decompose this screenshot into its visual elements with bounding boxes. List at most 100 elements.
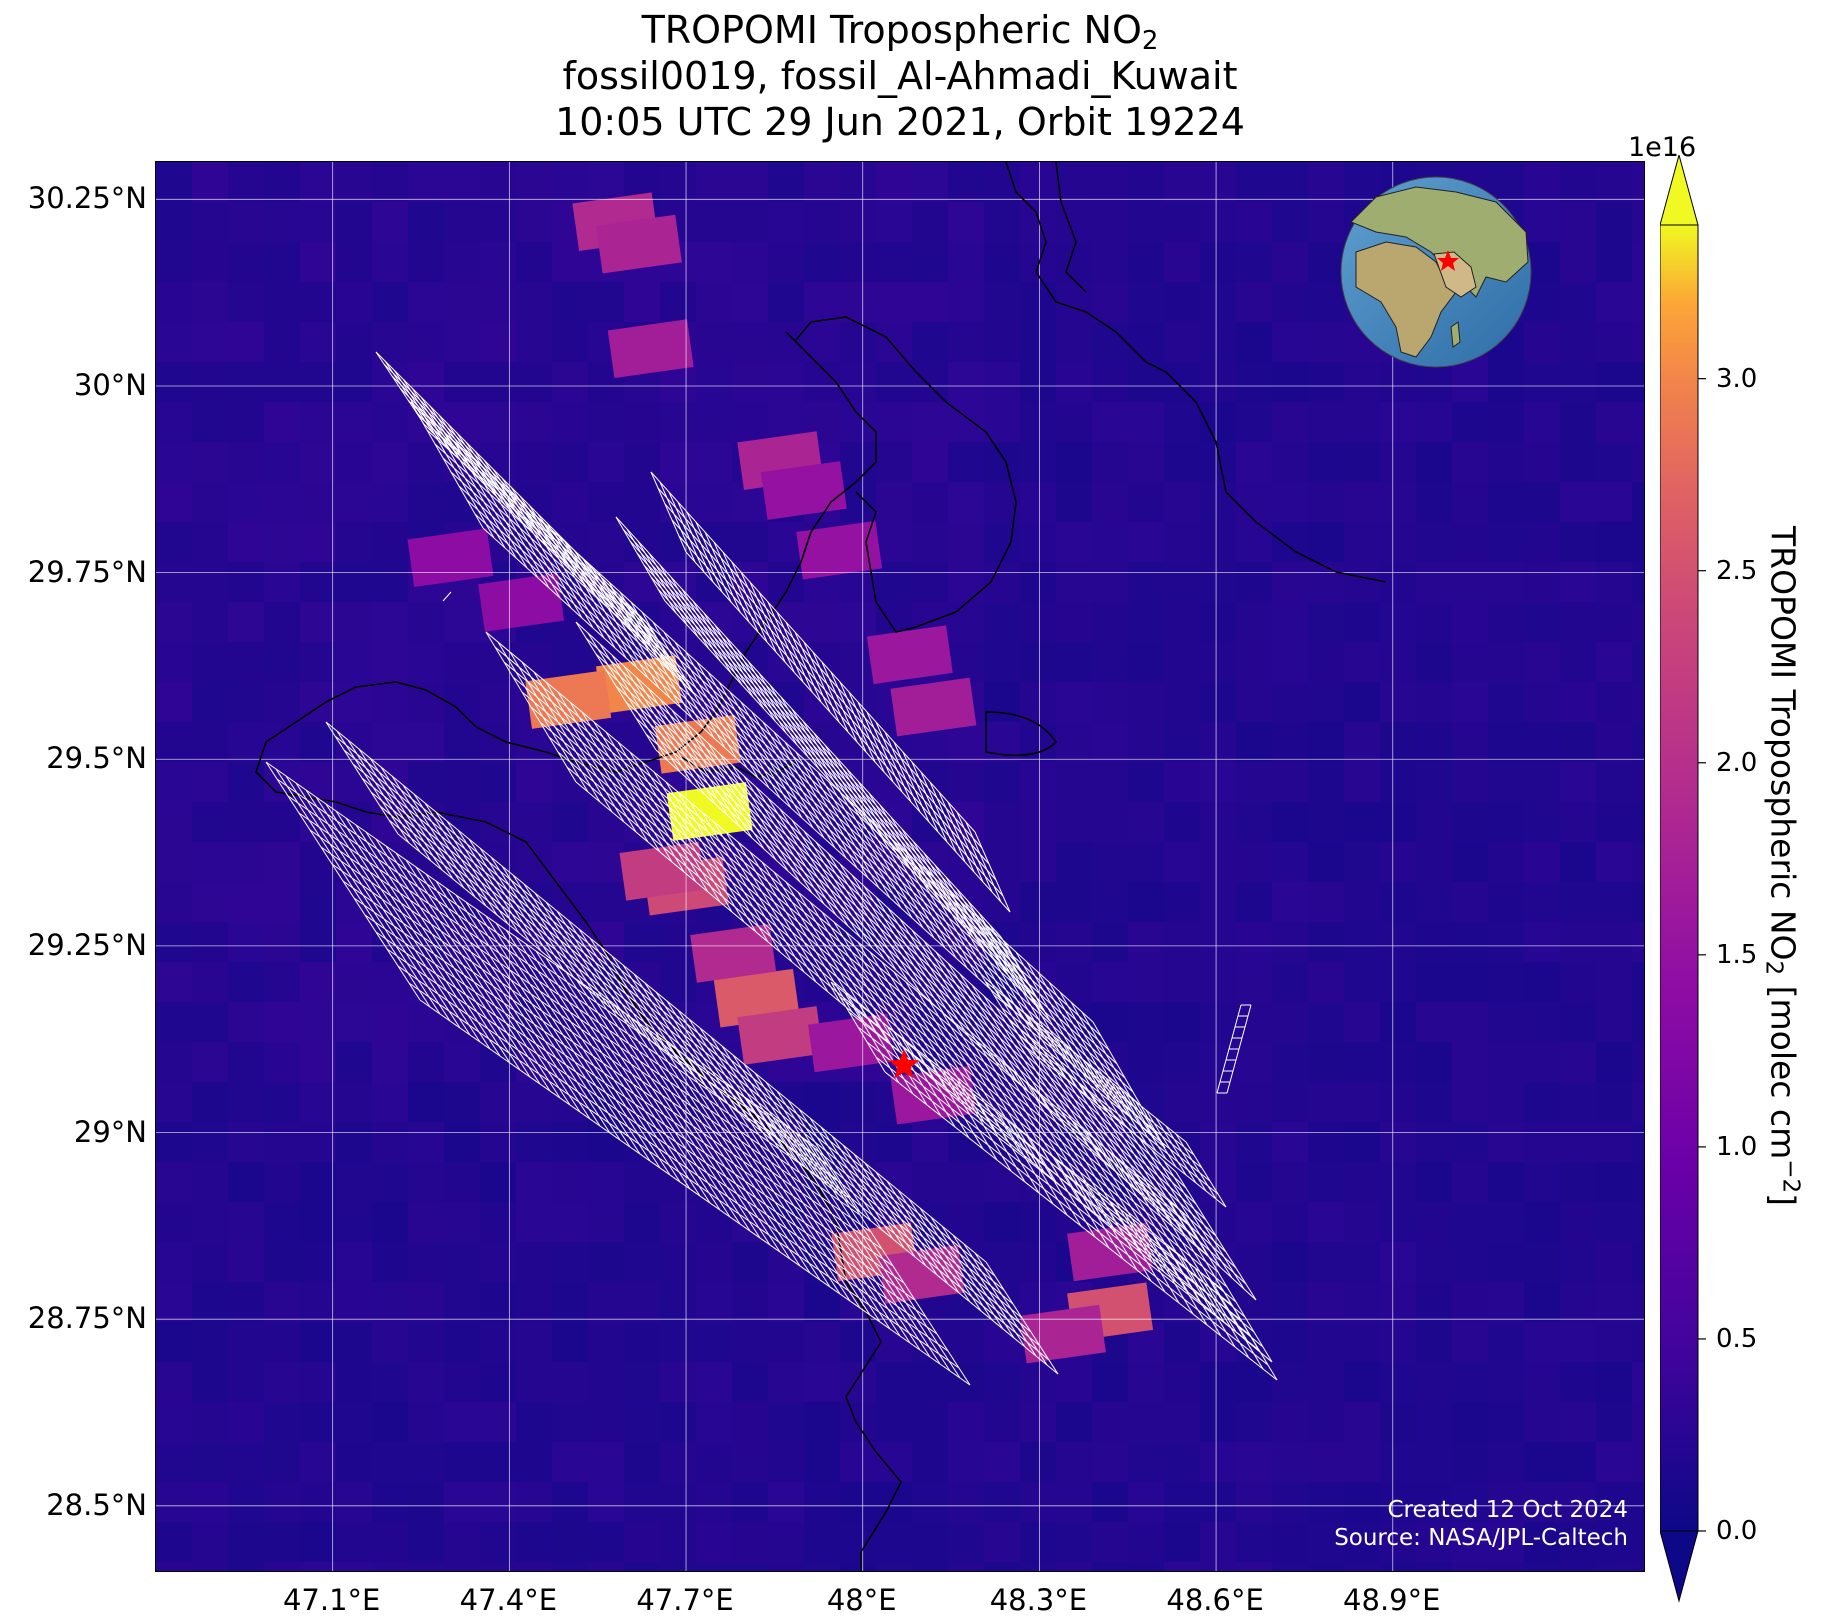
background-tile	[588, 442, 624, 482]
background-tile	[1524, 1162, 1560, 1202]
colorbar-tick-label: 1.5	[1716, 939, 1758, 970]
background-tile	[1344, 722, 1380, 762]
globe-star	[1437, 250, 1459, 271]
footprint-line	[839, 681, 876, 763]
background-tile	[300, 282, 336, 322]
background-tile	[552, 1242, 588, 1282]
background-tile	[192, 1362, 228, 1402]
background-tile	[264, 922, 300, 962]
background-tile	[732, 1562, 768, 1571]
background-tile	[1272, 402, 1308, 442]
plume-cell	[607, 319, 694, 378]
background-tile	[1308, 1202, 1344, 1242]
background-tile	[156, 882, 192, 922]
background-tile	[1632, 1002, 1644, 1042]
background-tile	[1560, 362, 1596, 402]
plume-cell	[890, 677, 977, 737]
background-tile	[948, 442, 984, 482]
background-tile	[1200, 1042, 1236, 1082]
background-tile	[408, 1362, 444, 1402]
background-tile	[660, 602, 696, 642]
background-tile	[624, 402, 660, 442]
background-tile	[1056, 1562, 1092, 1571]
background-tile	[300, 1202, 336, 1242]
background-tile	[300, 202, 336, 242]
background-tile	[1236, 722, 1272, 762]
background-tile	[912, 202, 948, 242]
background-tile	[588, 522, 624, 562]
background-tile	[1308, 922, 1344, 962]
background-tile	[1308, 402, 1344, 442]
background-tile	[336, 1562, 372, 1571]
background-tile	[1524, 1362, 1560, 1402]
background-tile	[1488, 762, 1524, 802]
background-tile	[408, 1482, 444, 1522]
background-tile	[804, 282, 840, 322]
background-tile	[156, 402, 192, 442]
background-tile	[1164, 522, 1200, 562]
background-tile	[552, 1322, 588, 1362]
footprint-line	[636, 552, 1023, 974]
background-tile	[1092, 842, 1128, 882]
background-tile	[1380, 442, 1416, 482]
footprint-line	[485, 631, 1183, 1213]
background-tile	[264, 1442, 300, 1482]
background-tile	[1092, 202, 1128, 242]
background-tile	[840, 1522, 876, 1562]
background-tile	[1416, 1242, 1452, 1282]
background-tile	[1236, 602, 1272, 642]
background-tile	[1416, 1122, 1452, 1162]
background-tile	[372, 1202, 408, 1242]
background-tile	[912, 442, 948, 482]
background-tile	[408, 1162, 444, 1202]
background-tile	[1236, 322, 1272, 362]
footprint-line	[817, 771, 891, 899]
background-tile	[1020, 1242, 1056, 1282]
background-tile	[1056, 922, 1092, 962]
background-tile	[1524, 1202, 1560, 1242]
background-tile	[1272, 762, 1308, 802]
background-tile	[372, 1362, 408, 1402]
background-tile	[1560, 1282, 1596, 1322]
background-tile	[1308, 1562, 1344, 1571]
background-tile	[1488, 722, 1524, 762]
background-tile	[1488, 962, 1524, 1002]
footprint-line	[1226, 1004, 1252, 1094]
background-tile	[300, 162, 336, 202]
background-tile	[1380, 1162, 1416, 1202]
background-tile	[912, 282, 948, 322]
background-tile	[732, 162, 768, 202]
background-tile	[660, 1322, 696, 1362]
background-tile	[1380, 602, 1416, 642]
background-tile	[804, 602, 840, 642]
colorbar-ticks	[1698, 378, 1706, 1532]
background-tile	[552, 1402, 588, 1442]
background-tile	[516, 402, 552, 442]
background-tile	[300, 1242, 336, 1282]
background-tile	[372, 1442, 408, 1482]
background-tile	[1092, 1562, 1128, 1571]
background-tile	[1272, 362, 1308, 402]
footprint-line	[645, 733, 1247, 1285]
background-tile	[1056, 562, 1092, 602]
background-tile	[264, 962, 300, 1002]
map-panel[interactable]: Created 12 Oct 2024 Source: NASA/JPL-Cal…	[155, 161, 1645, 1572]
background-tile	[840, 242, 876, 282]
background-tile	[408, 762, 444, 802]
background-tile	[264, 322, 300, 362]
background-tile	[1344, 762, 1380, 802]
background-tile	[624, 1282, 660, 1322]
background-tile	[1344, 842, 1380, 882]
background-tile	[1596, 242, 1632, 282]
background-tile	[660, 922, 696, 962]
background-tile	[336, 1082, 372, 1122]
background-tile	[1164, 642, 1200, 682]
background-tile	[516, 282, 552, 322]
background-tile	[588, 1482, 624, 1522]
background-tile	[1452, 682, 1488, 722]
background-tile	[948, 362, 984, 402]
background-tile	[516, 202, 552, 242]
background-tile	[372, 762, 408, 802]
background-tile	[1416, 402, 1452, 442]
background-tile	[1236, 562, 1272, 602]
